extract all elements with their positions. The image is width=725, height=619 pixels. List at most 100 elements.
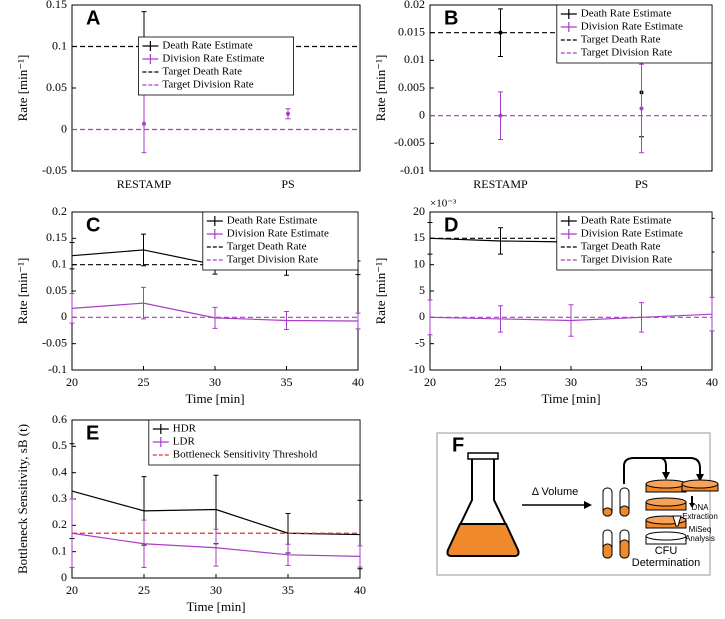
legend-symbol [560, 229, 577, 239]
legend-symbol [152, 437, 169, 447]
legend-label: Division Rate Estimate [162, 53, 264, 65]
y-axis-label: Bottleneck Sensitivity, sB (t) [15, 424, 30, 574]
panel-label: B [444, 7, 458, 29]
legend-label: Death Rate Estimate [581, 215, 672, 227]
y-axis-label: Rate [min⁻¹] [373, 258, 388, 325]
x-tick-label: 40 [354, 583, 366, 597]
y-tick-label: 0.015 [398, 24, 425, 38]
x-tick-label: 20 [66, 583, 78, 597]
legend-label: Bottleneck Sensitivity Threshold [173, 449, 318, 461]
legend-label: LDR [173, 436, 196, 448]
volume-label: Δ Volume [532, 486, 579, 498]
y-tick-label: 0.1 [52, 256, 67, 270]
point [286, 111, 290, 116]
y-tick-label: 0 [61, 309, 67, 323]
y-tick-label: 0.05 [46, 80, 67, 94]
y-tick-label: 0 [419, 309, 425, 323]
miseq-label: MiSeq [689, 525, 712, 534]
y-tick-label: 15 [413, 230, 425, 244]
legend-symbol [152, 424, 169, 434]
x-tick-label: 35 [282, 583, 294, 597]
error-bar [357, 545, 363, 568]
error-bar [568, 304, 574, 337]
legend-box [556, 4, 713, 64]
error-bar [69, 293, 75, 324]
y-tick-label: 0 [419, 107, 425, 121]
y-tick-label: -0.05 [42, 163, 67, 177]
legend-symbol [560, 9, 577, 19]
legend-box [148, 419, 361, 466]
y-tick-label: 0.15 [46, 230, 67, 244]
x-tick-label: PS [635, 177, 648, 191]
y-tick-label: 0.2 [52, 204, 67, 218]
legend-symbol [560, 216, 577, 226]
legend-symbol [142, 54, 159, 64]
x-tick-label: 20 [66, 375, 78, 389]
legend-symbol [560, 22, 577, 32]
legend-label: Death Rate Estimate [162, 40, 253, 52]
legend-label: Division Rate Estimate [581, 21, 683, 33]
panel-f: F Δ Volume CFU Determination DNA Extract… [436, 432, 719, 576]
x-tick-label: 25 [138, 583, 150, 597]
error-bar [141, 519, 147, 568]
point [498, 30, 503, 35]
x-tick-label: 30 [209, 375, 221, 389]
x-tick-label: 25 [495, 375, 507, 389]
legend-label: Death Rate Estimate [227, 215, 318, 227]
y-tick-label: 0.3 [52, 491, 67, 505]
legend-box [137, 36, 294, 96]
point [498, 113, 503, 118]
panel-label: F [452, 434, 464, 456]
legend-label: HDR [173, 423, 197, 435]
legend-label: Death Rate Estimate [581, 8, 672, 20]
error-bar [284, 311, 289, 330]
y-tick-label: 0.02 [404, 0, 425, 11]
x-tick-label: 35 [281, 375, 293, 389]
error-bar [285, 543, 291, 566]
x-axis-label: Time [min] [541, 391, 600, 406]
x-axis-label: Time [min] [185, 391, 244, 406]
x-tick-label: 20 [424, 375, 436, 389]
x-tick-label: 30 [565, 375, 577, 389]
y-tick-label: -0.005 [394, 135, 425, 149]
legend-label: Target Death Rate [227, 241, 307, 253]
point [639, 106, 644, 111]
tube-icon [672, 515, 682, 527]
y-tick-label: 0.1 [52, 543, 67, 557]
y-tick-label: 0.005 [398, 80, 425, 94]
legend-label: Target Death Rate [581, 241, 661, 253]
legend-label: Division Rate Estimate [581, 228, 683, 240]
panel-label: E [86, 422, 99, 444]
arrow-head [584, 501, 592, 509]
error-bar [355, 312, 361, 330]
x-tick-label: 30 [210, 583, 222, 597]
y-tick-label: 10 [413, 256, 425, 270]
y-tick-label: -0.01 [400, 163, 425, 177]
tubes [602, 487, 630, 559]
error-bar [498, 305, 503, 333]
y-tick-label: 0 [61, 121, 67, 135]
x-tick-label: RESTAMP [473, 177, 528, 191]
y-tick-label: 0.2 [52, 517, 67, 531]
y-tick-label: 0.5 [52, 438, 67, 452]
panel-label: A [86, 7, 100, 29]
y-tick-label: 0.01 [404, 52, 425, 66]
flask-liquid [446, 523, 520, 557]
x-tick-label: RESTAMP [117, 177, 172, 191]
y-tick-label: 20 [413, 204, 425, 218]
y-tick-label: -0.05 [42, 335, 67, 349]
y-multiplier: ×10⁻³ [430, 198, 457, 210]
legend-symbol [142, 41, 159, 51]
error-bar [213, 528, 219, 567]
panel-label: C [86, 214, 100, 236]
legend-label: Target Division Rate [581, 254, 672, 266]
point [142, 121, 146, 126]
legend-label: Division Rate Estimate [227, 228, 329, 240]
legend-symbol [206, 216, 223, 226]
legend-label: Target Division Rate [162, 79, 253, 91]
dna-label: Extraction [682, 512, 718, 521]
y-tick-label: -0.1 [48, 362, 67, 376]
x-tick-label: 35 [636, 375, 648, 389]
arrow-head [689, 503, 695, 508]
